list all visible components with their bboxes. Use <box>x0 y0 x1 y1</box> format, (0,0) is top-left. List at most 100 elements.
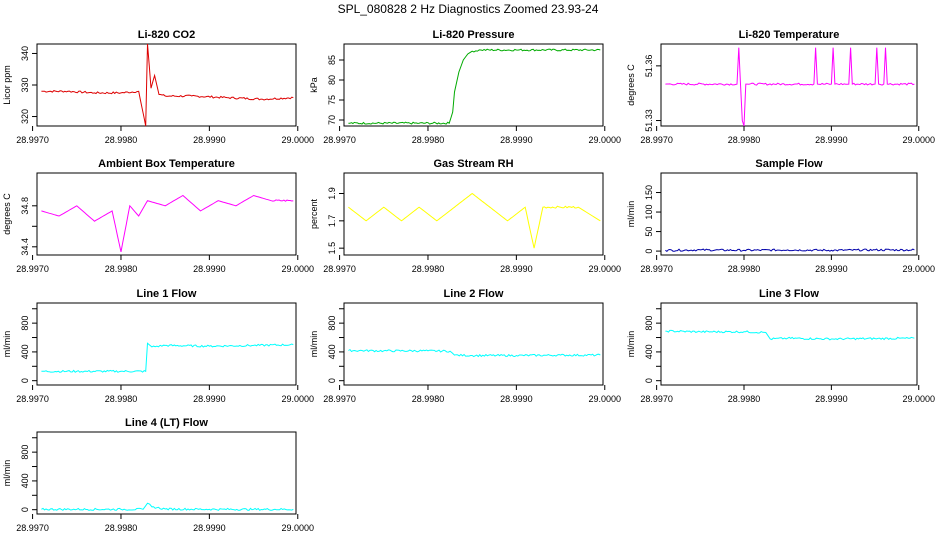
y-tick-label: 75 <box>327 95 337 105</box>
chart-title: Line 3 Flow <box>759 288 819 300</box>
y-tick-label: 340 <box>20 46 30 61</box>
y-tick-label: 50 <box>644 227 654 237</box>
chart-title: Li-820 Temperature <box>739 29 840 41</box>
y-tick-label: 34.8 <box>20 197 30 215</box>
chart-title: Gas Stream RH <box>433 158 513 170</box>
x-tick-label: 28.9970 <box>640 264 673 274</box>
y-axis-label: degrees C <box>626 64 636 106</box>
x-tick-label: 29.0000 <box>281 523 314 533</box>
chart-panel-5: Gas Stream RH percent 1.5 1.7 1.9 28.9970 28.9… <box>309 158 621 274</box>
y-tick-label: 34.4 <box>20 238 30 256</box>
chart-title: Ambient Box Temperature <box>98 158 235 170</box>
x-tick-label: 28.9970 <box>16 523 49 533</box>
y-tick-label: 0 <box>644 378 654 383</box>
x-tick-label: 28.9980 <box>728 135 761 145</box>
y-tick-label: 100 <box>644 205 654 220</box>
y-axis-label: kPa <box>309 77 319 93</box>
plot-frame <box>36 431 297 515</box>
plot-frame <box>660 172 918 256</box>
y-tick-label: 800 <box>20 445 30 460</box>
y-tick-label: 400 <box>327 344 337 359</box>
y-axis-label: percent <box>309 198 319 229</box>
plot-frame <box>660 43 918 127</box>
x-tick-label: 28.9980 <box>105 523 138 533</box>
y-tick-label: 400 <box>644 344 654 359</box>
y-axis-label: Licor ppm <box>2 65 12 105</box>
x-tick-label: 28.9970 <box>16 264 49 274</box>
plot-frame <box>36 43 297 127</box>
chart-title: Li-820 CO2 <box>138 29 195 41</box>
y-tick-label: 330 <box>20 77 30 92</box>
x-tick-label: 29.0000 <box>588 264 621 274</box>
x-tick-label: 28.9980 <box>412 135 445 145</box>
y-tick-label: 0 <box>327 378 337 383</box>
x-tick-label: 29.0000 <box>902 135 935 145</box>
x-tick-label: 28.9980 <box>412 394 445 404</box>
x-tick-label: 28.9990 <box>500 135 533 145</box>
plot-frame <box>660 302 918 386</box>
x-tick-label: 28.9970 <box>323 135 356 145</box>
y-tick-label: 85 <box>327 55 337 65</box>
x-tick-label: 28.9990 <box>193 264 226 274</box>
y-tick-label: 1.5 <box>327 242 337 255</box>
chart-panel-1: Li-820 CO2 Licor ppm 320 330 340 28.9970 28.99… <box>2 29 314 145</box>
chart-panel-10: Line 4 (LT) Flow ml/min 0 400 800 28.9970 28.9… <box>2 417 314 533</box>
series-line <box>41 502 294 511</box>
y-tick-label: 0 <box>20 378 30 383</box>
x-tick-label: 29.0000 <box>281 135 314 145</box>
series-line <box>665 329 915 341</box>
x-tick-label: 29.0000 <box>588 394 621 404</box>
x-tick-label: 28.9980 <box>105 394 138 404</box>
y-tick-label: 51.33 <box>644 109 654 132</box>
chart-panel-4: Ambient Box Temperature degrees C 34.4 34.8… <box>2 158 314 274</box>
x-tick-label: 29.0000 <box>281 394 314 404</box>
plot-frame <box>36 302 297 386</box>
x-tick-label: 28.9990 <box>815 264 848 274</box>
x-tick-label: 28.9970 <box>640 394 673 404</box>
chart-panel-7: Line 1 Flow ml/min 0 400 800 28.9970 28.9980 28… <box>2 288 314 404</box>
y-tick-label: 400 <box>20 344 30 359</box>
y-tick-label: 800 <box>644 316 654 331</box>
y-tick-label: 150 <box>644 185 654 200</box>
y-tick-label: 0 <box>644 249 654 254</box>
chart-panel-8: Line 2 Flow ml/min 0 400 800 28.9970 28.9980 28… <box>309 288 621 404</box>
x-tick-label: 28.9990 <box>500 394 533 404</box>
y-axis-label: degrees C <box>2 193 12 235</box>
chart-title: Sample Flow <box>755 158 823 170</box>
chart-title: Line 1 Flow <box>137 288 197 300</box>
x-tick-label: 29.0000 <box>281 264 314 274</box>
x-tick-label: 28.9970 <box>323 394 356 404</box>
x-tick-label: 28.9990 <box>815 135 848 145</box>
x-tick-label: 29.0000 <box>902 394 935 404</box>
y-tick-label: 0 <box>20 507 30 512</box>
x-tick-label: 28.9990 <box>193 394 226 404</box>
chart-panel-2: Li-820 Pressure kPa 70 75 80 85 28.9970 28.9980… <box>309 29 621 145</box>
y-axis-label: ml/min <box>2 331 12 358</box>
x-tick-label: 29.0000 <box>588 135 621 145</box>
y-tick-label: 80 <box>327 75 337 85</box>
y-axis-label: ml/min <box>309 331 319 358</box>
x-tick-label: 28.9990 <box>500 264 533 274</box>
chart-title: Li-820 Pressure <box>433 29 515 41</box>
y-axis-label: ml/min <box>2 460 12 487</box>
x-tick-label: 28.9990 <box>193 135 226 145</box>
plot-frame <box>343 43 604 127</box>
y-axis-label: ml/min <box>626 331 636 358</box>
chart-panel-9: Line 3 Flow ml/min 0 400 800 28.9970 28.9980 28… <box>626 288 935 404</box>
y-tick-label: 320 <box>20 109 30 124</box>
x-tick-label: 28.9980 <box>105 135 138 145</box>
chart-panel-3: Li-820 Temperature degrees C 51.33 51.36 28.… <box>626 29 935 145</box>
x-tick-label: 28.9980 <box>412 264 445 274</box>
figure-title: SPL_080828 2 Hz Diagnostics Zoomed 23.93… <box>337 2 599 16</box>
series-line <box>665 248 915 252</box>
series-line <box>348 48 601 125</box>
x-tick-label: 28.9980 <box>105 264 138 274</box>
y-tick-label: 400 <box>20 473 30 488</box>
chart-panel-6: Sample Flow ml/min 0 50 100 150 28.9970 28.9980… <box>626 158 935 274</box>
series-line <box>348 192 601 249</box>
y-tick-label: 1.9 <box>327 187 337 200</box>
x-tick-label: 29.0000 <box>902 264 935 274</box>
y-axis-label: ml/min <box>626 201 636 228</box>
y-tick-label: 800 <box>327 316 337 331</box>
